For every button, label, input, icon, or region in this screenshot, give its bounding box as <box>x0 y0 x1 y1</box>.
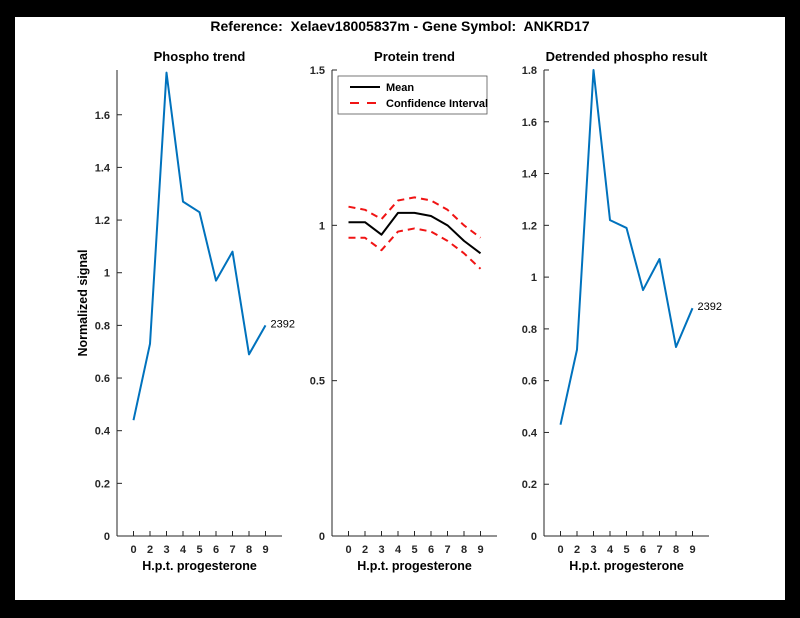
y-tick-label: 1.2 <box>522 220 537 232</box>
subplot-title: Phospho trend <box>154 49 246 64</box>
phospho-signal-line <box>132 71 267 421</box>
y-tick-label: 0.5 <box>310 376 325 388</box>
y-tick-label: 1.4 <box>522 169 538 181</box>
x-tick-label: 9 <box>689 544 695 556</box>
x-tick-label: 7 <box>229 544 235 556</box>
x-tick-label: 3 <box>590 544 596 556</box>
y-tick-label: 0 <box>104 531 110 543</box>
y-tick-label: 0.4 <box>95 426 111 438</box>
x-axis-label: H.p.t. progesterone <box>142 559 257 573</box>
y-tick-label: 0 <box>531 531 537 543</box>
legend-box <box>337 75 488 115</box>
y-tick-label: 0.2 <box>522 479 537 491</box>
x-tick-label: 8 <box>461 544 467 556</box>
x-tick-label: 3 <box>378 544 384 556</box>
y-tick-label: 0.6 <box>522 376 537 388</box>
y-tick-label: 0.8 <box>95 320 110 332</box>
x-tick-label: 2 <box>362 544 368 556</box>
y-tick-label: 0.4 <box>522 427 538 439</box>
legend-label: Mean <box>386 82 414 94</box>
confidence-interval-upper-line <box>348 196 482 239</box>
y-tick-label: 1 <box>104 268 110 280</box>
x-tick-label: 0 <box>557 544 563 556</box>
x-tick-label: 4 <box>180 544 187 556</box>
x-tick-label: 5 <box>411 544 417 556</box>
y-tick-label: 1.8 <box>522 65 537 77</box>
x-tick-label: 3 <box>163 544 169 556</box>
x-tick-label: 6 <box>428 544 434 556</box>
confidence-interval-lower-line <box>348 227 482 270</box>
x-tick-label: 0 <box>130 544 136 556</box>
x-tick-label: 6 <box>640 544 646 556</box>
x-tick-label: 5 <box>196 544 202 556</box>
x-axis-label: H.p.t. progesterone <box>569 559 684 573</box>
x-tick-label: 4 <box>607 544 614 556</box>
y-axis-label: Normalized signal <box>76 250 90 357</box>
y-tick-label: 1 <box>531 272 537 284</box>
mean-line <box>348 211 482 255</box>
y-tick-label: 1.4 <box>95 162 111 174</box>
y-tick-label: 1.6 <box>95 110 110 122</box>
subplot-title: Protein trend <box>374 49 455 64</box>
y-tick-label: 0.2 <box>95 478 110 490</box>
x-tick-label: 7 <box>656 544 662 556</box>
x-axis-label: H.p.t. progesterone <box>357 559 472 573</box>
x-tick-label: 2 <box>574 544 580 556</box>
x-tick-label: 9 <box>477 544 483 556</box>
x-tick-label: 2 <box>147 544 153 556</box>
x-tick-label: 8 <box>246 544 252 556</box>
point-annotation: 2392 <box>698 301 722 313</box>
x-tick-label: 5 <box>623 544 629 556</box>
x-tick-label: 4 <box>395 544 402 556</box>
y-tick-label: 1.2 <box>95 215 110 227</box>
y-tick-label: 0.6 <box>95 373 110 385</box>
y-tick-label: 1 <box>319 220 325 232</box>
y-tick-label: 1.5 <box>310 65 325 77</box>
x-tick-label: 9 <box>262 544 268 556</box>
y-tick-label: 1.6 <box>522 117 537 129</box>
x-tick-label: 0 <box>345 544 351 556</box>
x-tick-label: 7 <box>444 544 450 556</box>
figure-title: Reference: Xelaev18005837m - Gene Symbol… <box>210 18 590 34</box>
x-tick-label: 6 <box>213 544 219 556</box>
x-tick-label: 8 <box>673 544 679 556</box>
detrended-phospho-signal-line <box>559 69 694 425</box>
legend-label: Confidence Interval <box>386 98 488 110</box>
subplot-title: Detrended phospho result <box>546 49 708 64</box>
y-tick-label: 0.8 <box>522 324 537 336</box>
y-tick-label: 0 <box>319 531 325 543</box>
point-annotation: 2392 <box>271 318 295 330</box>
